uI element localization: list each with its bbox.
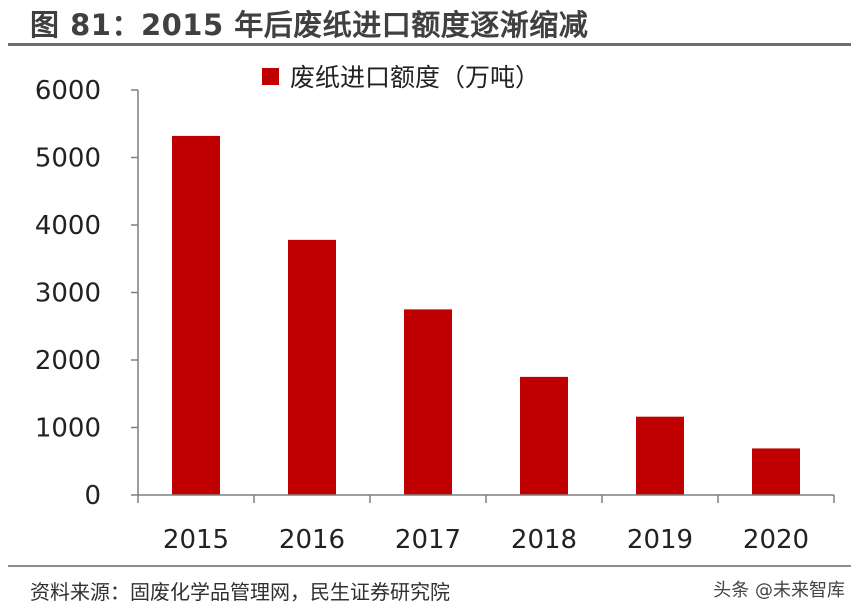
- title-divider: [8, 43, 851, 46]
- source-divider: [8, 565, 851, 567]
- x-tick-label: 2018: [511, 525, 577, 555]
- legend-swatch: [262, 68, 279, 85]
- y-tick-label: 5000: [35, 144, 101, 174]
- source-note: 资料来源：固废化学品管理网，民生证券研究院: [30, 580, 450, 604]
- x-tick-label: 2020: [743, 525, 809, 555]
- legend: 废纸进口额度（万吨）: [262, 63, 540, 92]
- watermark: 头条 @未来智库: [713, 580, 845, 601]
- y-tick-label: 1000: [35, 414, 101, 444]
- bar-chart: 废纸进口额度（万吨） 0 1000 2000 3000 4000 5000 6000 201…: [35, 63, 835, 555]
- y-tick-label: 0: [84, 481, 101, 511]
- bar: [636, 416, 684, 495]
- bar: [172, 135, 220, 495]
- x-tick-label: 2019: [627, 525, 693, 555]
- y-tick-label: 3000: [35, 279, 101, 309]
- bar: [288, 239, 336, 495]
- y-tick-label: 4000: [35, 211, 101, 241]
- bars: [172, 135, 800, 495]
- bar: [752, 448, 800, 495]
- x-tick-label: 2015: [163, 525, 229, 555]
- chart-title: 图 81：2015 年后废纸进口额度逐渐缩减: [30, 8, 589, 42]
- bar: [520, 376, 568, 495]
- y-tick-label: 6000: [35, 76, 101, 106]
- axes: [131, 89, 835, 503]
- y-tick-label: 2000: [35, 346, 101, 376]
- bar: [404, 309, 452, 495]
- legend-label: 废纸进口额度（万吨）: [290, 63, 540, 92]
- x-tick-label: 2017: [395, 525, 461, 555]
- x-tick-label: 2016: [279, 525, 345, 555]
- y-axis-ticks: 0 1000 2000 3000 4000 5000 6000: [35, 76, 101, 511]
- x-axis-ticks: 2015 2016 2017 2018 2019 2020: [163, 525, 809, 555]
